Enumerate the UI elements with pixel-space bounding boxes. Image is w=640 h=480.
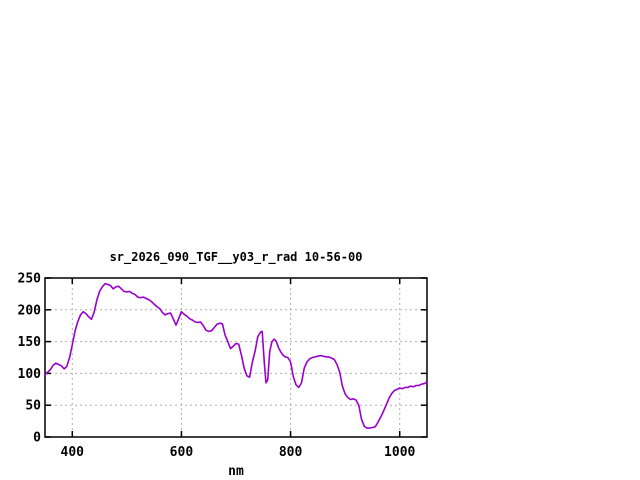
y-tick-label: 150 <box>18 335 42 350</box>
spectrum-curve <box>44 282 428 429</box>
y-tick-label: 50 <box>25 399 41 414</box>
axis-ticks <box>45 277 427 438</box>
y-tick-label: 100 <box>18 367 42 382</box>
plot-border <box>44 277 428 438</box>
tick-labels: 400 600 800 1000 0 50 100 150 200 250 <box>18 272 416 461</box>
x-tick-label: 800 <box>279 445 303 460</box>
y-tick-label: 250 <box>18 272 42 287</box>
x-tick-label: 600 <box>170 445 194 460</box>
x-axis-label: nm <box>228 464 244 479</box>
x-tick-label: 1000 <box>384 445 415 460</box>
gridlines <box>45 278 427 437</box>
x-tick-label: 400 <box>61 445 85 460</box>
chart-title: sr_2026_090_TGF__y03_r_rad 10-56-00 <box>110 250 363 265</box>
y-tick-label: 0 <box>33 431 41 446</box>
y-tick-label: 200 <box>18 303 42 318</box>
